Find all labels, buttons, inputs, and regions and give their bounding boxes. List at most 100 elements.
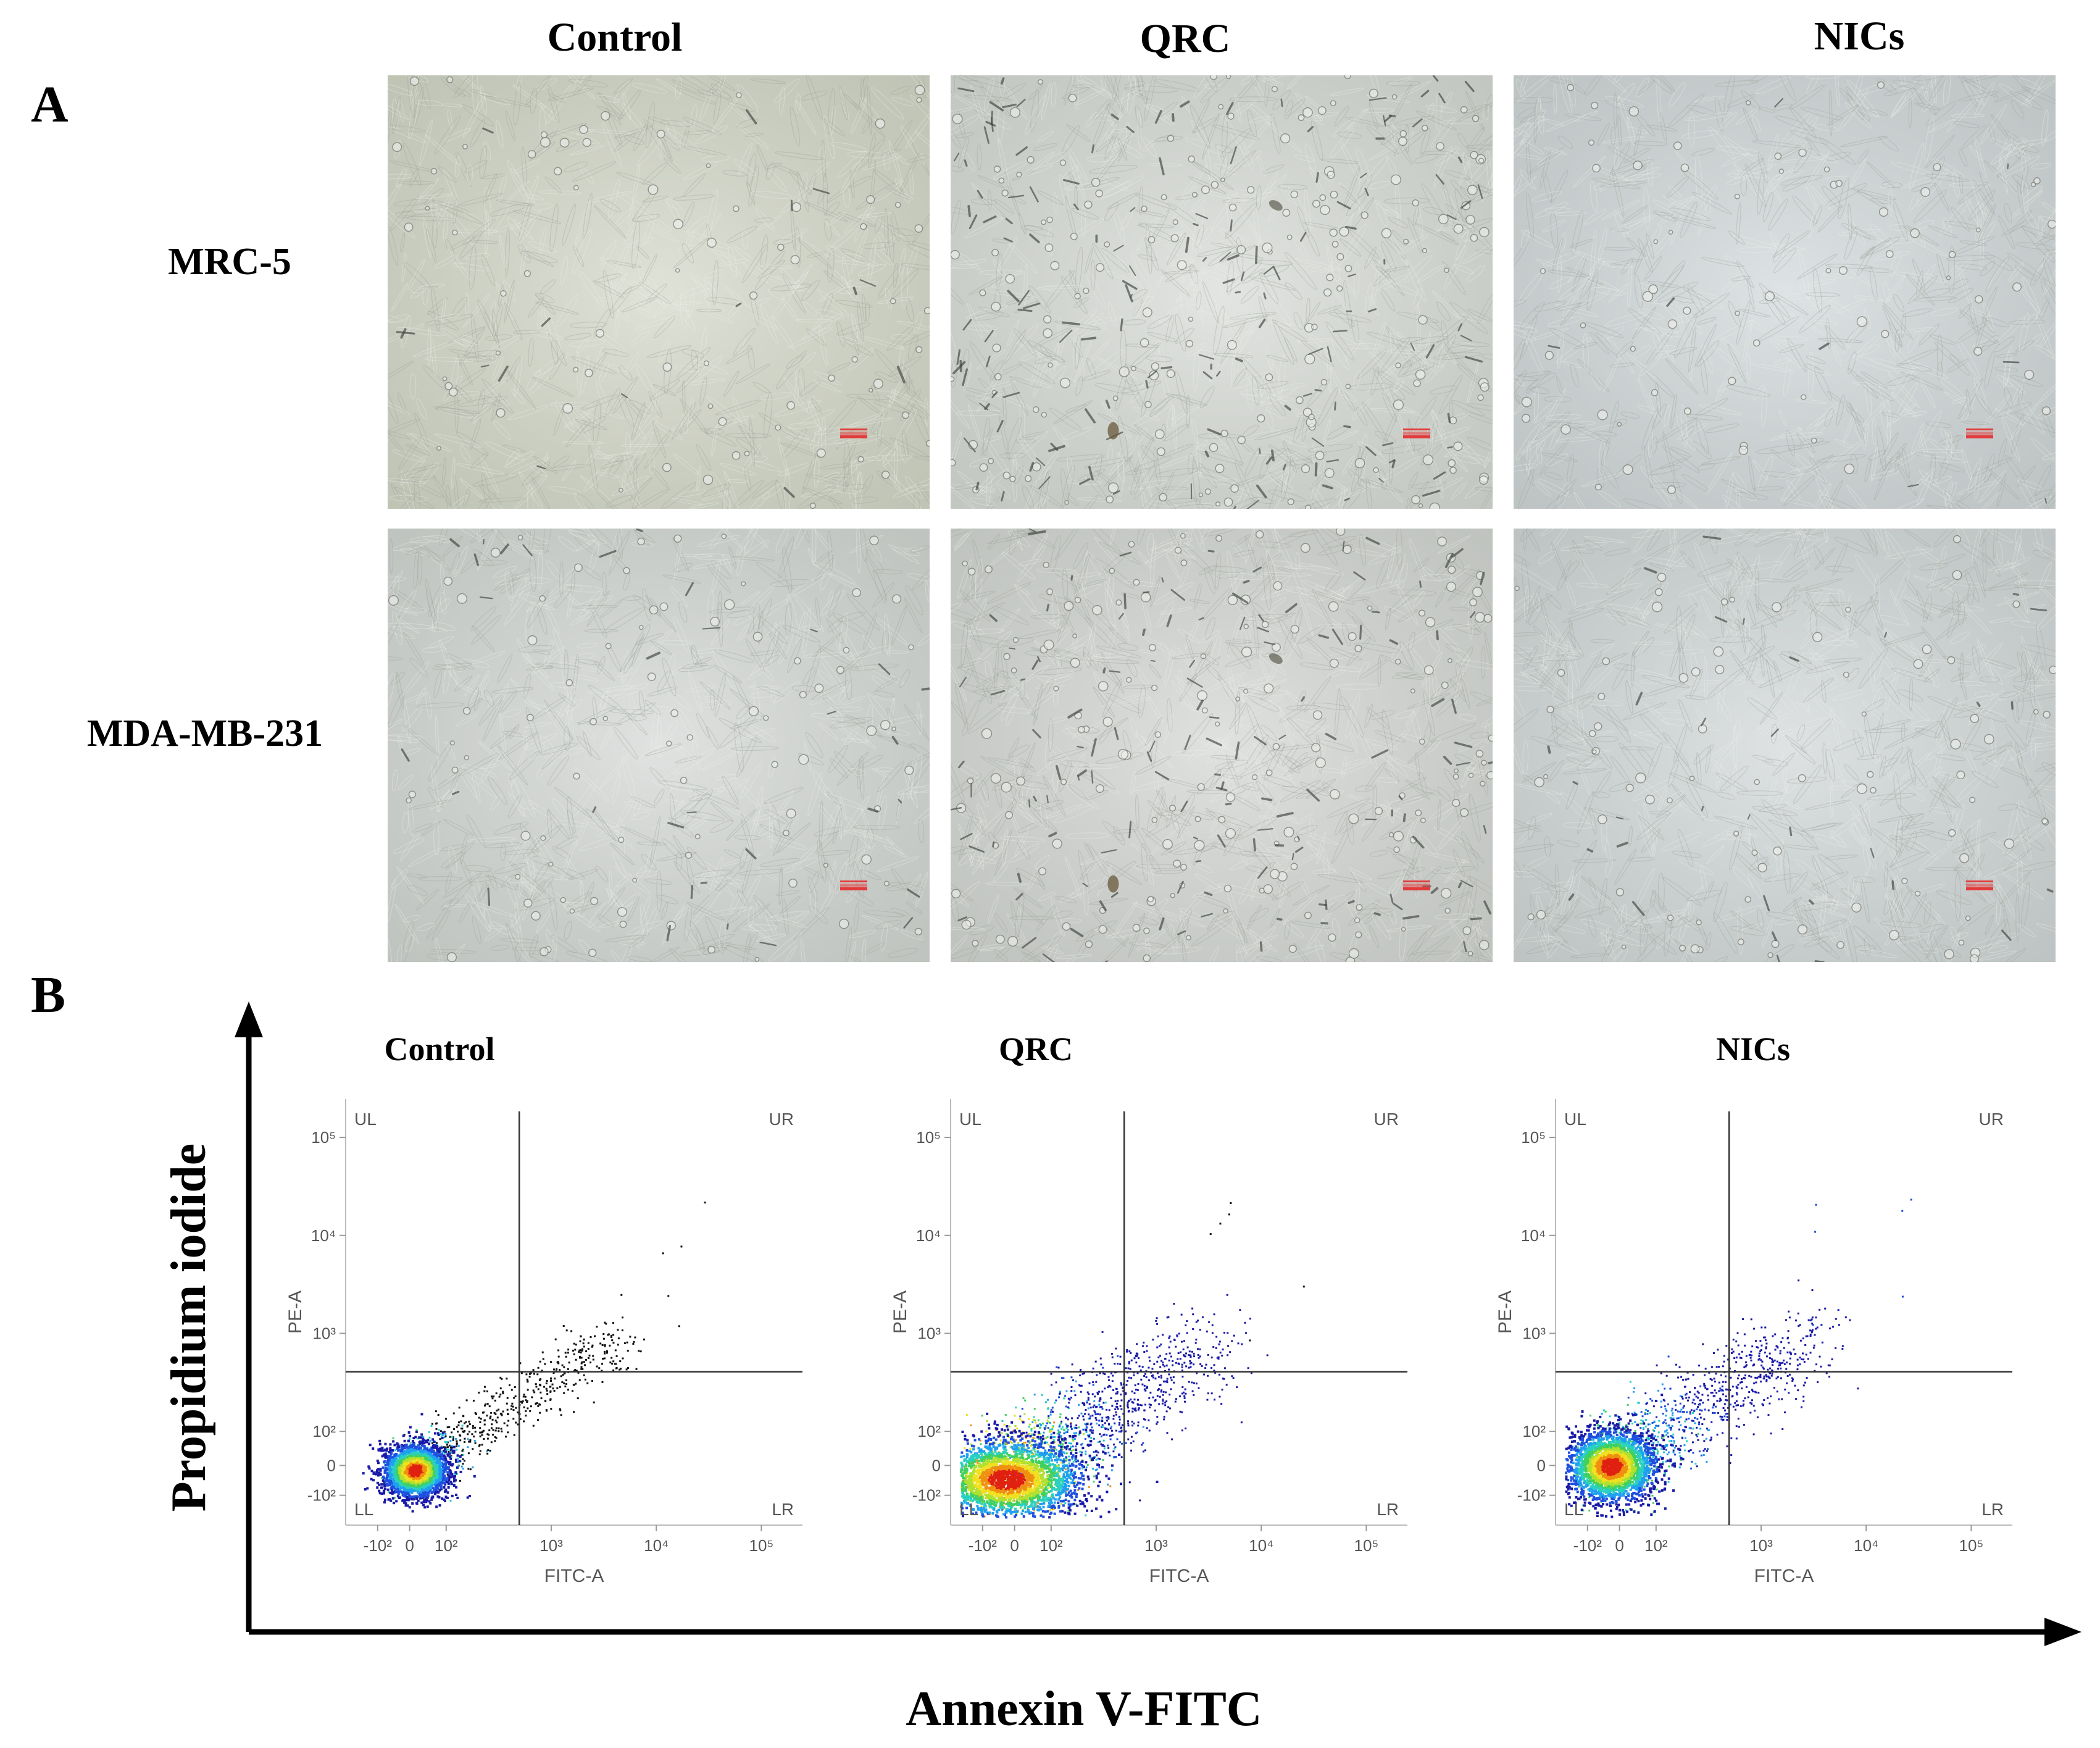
x-tick-label: 10⁴ [644, 1536, 669, 1555]
event-dot [983, 1515, 986, 1518]
event-dot [487, 1449, 490, 1452]
event-dot [433, 1489, 436, 1492]
event-dot [1131, 1420, 1133, 1423]
event-dot [1071, 1417, 1073, 1420]
event-dot [1135, 1389, 1137, 1391]
event-dot [416, 1495, 419, 1499]
event-dot [1214, 1399, 1216, 1401]
event-dot [557, 1362, 560, 1365]
event-dot [1221, 1389, 1223, 1391]
event-dot [416, 1480, 419, 1483]
event-dot [448, 1463, 451, 1466]
event-dot [1125, 1384, 1128, 1386]
panel-letter-b: B [31, 966, 66, 1024]
event-dot [425, 1477, 428, 1480]
event-dot [396, 1485, 399, 1488]
event-dot [610, 1357, 613, 1359]
event-dot [395, 1470, 398, 1473]
y-tick-label: -10² [912, 1486, 941, 1505]
event-dot [1023, 1450, 1026, 1453]
event-dot [438, 1489, 441, 1492]
event-dot [443, 1499, 446, 1502]
event-dot [401, 1476, 404, 1479]
event-dot [1211, 1324, 1214, 1326]
event-dot [1183, 1395, 1186, 1397]
event-dot [415, 1497, 418, 1500]
event-dot [459, 1439, 462, 1442]
event-dot [1168, 1359, 1170, 1361]
event-dot [564, 1352, 567, 1354]
event-dot [402, 1434, 405, 1437]
event-dot [435, 1477, 438, 1480]
event-dot [484, 1404, 486, 1407]
event-dot [507, 1420, 510, 1422]
event-dot [1098, 1420, 1101, 1422]
event-dot [1070, 1390, 1073, 1392]
event-dot [573, 1342, 575, 1345]
event-dot [563, 1382, 565, 1384]
event-dot [478, 1444, 481, 1446]
event-dot [1148, 1356, 1151, 1358]
event-dot [1185, 1324, 1187, 1327]
event-dot [612, 1360, 615, 1363]
event-dot [1146, 1350, 1148, 1352]
event-dot [412, 1489, 415, 1492]
event-dot [1157, 1389, 1159, 1392]
event-dot [396, 1447, 399, 1450]
event-dot [537, 1388, 540, 1390]
event-dot [1019, 1507, 1022, 1509]
event-dot [423, 1478, 426, 1481]
event-dot [1219, 1395, 1221, 1398]
event-dot [386, 1483, 389, 1486]
event-dot [383, 1484, 386, 1487]
event-dot [1154, 1409, 1156, 1411]
event-dot [376, 1481, 379, 1484]
event-dot [409, 1451, 412, 1454]
event-dot [473, 1439, 476, 1442]
event-dot [401, 1499, 404, 1502]
event-dot [1120, 1394, 1122, 1396]
event-dot [385, 1479, 388, 1482]
event-dot [418, 1461, 421, 1464]
event-dot [998, 1506, 1001, 1508]
event-dot [394, 1481, 397, 1484]
event-dot [423, 1484, 427, 1487]
event-dot [394, 1467, 397, 1470]
event-dot [456, 1440, 458, 1442]
event-dot [402, 1445, 405, 1449]
event-dot [422, 1454, 425, 1457]
event-dot [985, 1430, 988, 1432]
event-dot [1207, 1353, 1209, 1356]
event-dot [404, 1475, 407, 1478]
event-dot [1065, 1431, 1067, 1434]
event-dot [523, 1420, 525, 1423]
event-dot [432, 1460, 435, 1463]
event-dot [1064, 1460, 1067, 1462]
event-dot [575, 1358, 577, 1361]
event-dot [1096, 1391, 1099, 1394]
event-dot [556, 1368, 558, 1371]
event-dot [1119, 1363, 1122, 1365]
event-dot [1142, 1442, 1144, 1444]
event-dot [446, 1460, 449, 1463]
event-dot [973, 1496, 976, 1499]
event-dot [1028, 1442, 1031, 1444]
event-dot [1021, 1443, 1023, 1445]
event-dot [391, 1449, 394, 1452]
event-dot [1137, 1399, 1140, 1401]
event-dot [1115, 1392, 1117, 1395]
event-dot [427, 1494, 430, 1497]
event-dot [1028, 1423, 1031, 1426]
x-tick-label: 10³ [540, 1536, 563, 1555]
event-dot [1157, 1388, 1160, 1390]
event-dot [384, 1460, 387, 1463]
event-dot [1136, 1372, 1139, 1374]
event-dot [1009, 1497, 1012, 1500]
event-dot [1195, 1339, 1198, 1341]
event-dot [1136, 1343, 1138, 1345]
event-dot [1036, 1443, 1038, 1445]
event-dot [488, 1405, 491, 1408]
event-dot [519, 1362, 522, 1365]
event-dot [1088, 1393, 1090, 1395]
event-dot [1100, 1435, 1102, 1437]
